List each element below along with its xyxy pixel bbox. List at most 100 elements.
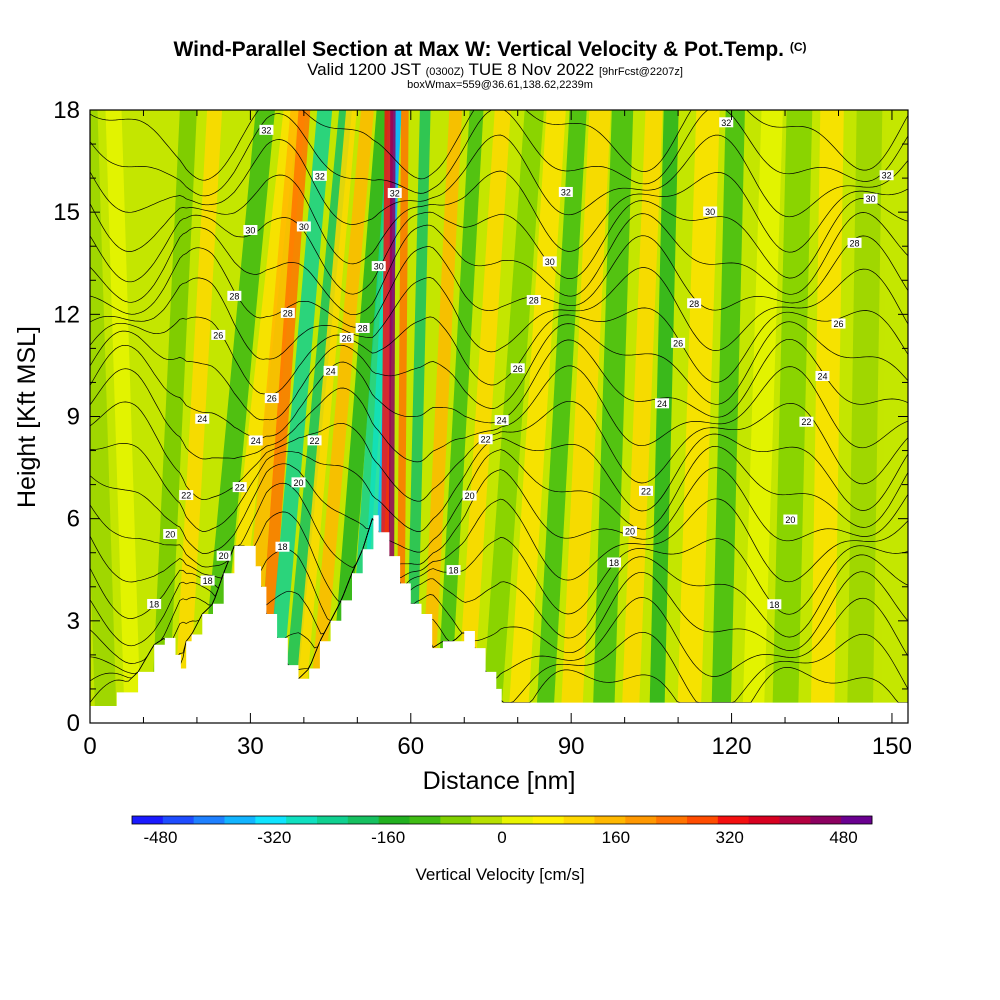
contour-label-bg (831, 318, 846, 329)
contour-label: 28 (229, 291, 239, 301)
theta-contour-line (90, 307, 908, 395)
theta-contour-line (90, 170, 908, 265)
contour-label-bg (211, 329, 226, 340)
contour-label-bg (847, 237, 862, 248)
y-tick-label: 6 (67, 506, 80, 533)
contour-label: 26 (267, 394, 277, 404)
contour-label-bg (216, 550, 231, 561)
contour-label: 18 (277, 542, 287, 552)
velocity-band (772, 110, 813, 723)
theta-contour-line (90, 400, 908, 502)
colorbar-swatch (347, 816, 380, 824)
contour-label-bg (542, 256, 557, 267)
contour-label: 18 (609, 558, 619, 568)
contour-label: 24 (251, 436, 261, 446)
contour-label: 30 (245, 226, 255, 236)
velocity-band (105, 110, 141, 723)
contour-label-bg (526, 295, 541, 306)
contour-label-bg (510, 363, 525, 374)
colorbar-frame (131, 815, 873, 825)
velocity-band (881, 110, 908, 723)
contour-label: 20 (294, 478, 304, 488)
contour-label: 32 (390, 188, 400, 198)
contour-label: 22 (801, 417, 811, 427)
contour-label: 26 (833, 319, 843, 329)
x-tick-label: 30 (237, 733, 264, 760)
colorbar-swatch (656, 816, 688, 824)
velocity-band (677, 110, 720, 723)
contour-label-bg (687, 298, 702, 309)
x-tick-label: 60 (397, 733, 424, 760)
contour-label: 24 (197, 414, 207, 424)
theta-contour-line (90, 235, 908, 328)
contour-label-bg (446, 565, 461, 576)
contour-label: 18 (769, 600, 779, 610)
terrain-mask (90, 515, 908, 723)
theta-contour-line (90, 321, 908, 421)
contour-label-bg (355, 322, 370, 333)
contour-label-bg (622, 526, 637, 537)
colorbar-swatch (563, 816, 595, 824)
colorbar-swatch (594, 816, 626, 824)
contour-label: 20 (785, 515, 795, 525)
contour-label-bg (655, 398, 670, 409)
contour-label: 30 (374, 262, 384, 272)
contour-label-bg (280, 307, 295, 318)
contour-label: 20 (625, 527, 635, 537)
colorbar-swatch (409, 816, 441, 824)
colorbar-swatch (317, 816, 349, 824)
contour-label-bg (264, 393, 279, 404)
contour-label-bg (639, 485, 654, 496)
contour-label-bg (879, 170, 894, 181)
contour-label: 20 (165, 530, 175, 540)
colorbar-swatch (255, 816, 287, 824)
velocity-band (742, 110, 783, 723)
theta-contour-line (90, 433, 908, 532)
contour-label: 30 (299, 222, 309, 232)
y-axis-label: Height [Kft MSL] (13, 326, 41, 508)
y-tick-label: 12 (53, 301, 80, 328)
theta-contour-line (90, 467, 908, 569)
colorbar-swatch (224, 816, 256, 824)
contour-label-bg (703, 206, 718, 217)
theta-contour-line (90, 267, 908, 360)
contour-label: 24 (497, 416, 507, 426)
colorbar-swatch (810, 816, 842, 824)
contour-label-bg (291, 477, 306, 488)
colorbar-swatch (687, 816, 719, 824)
contour-label: 32 (261, 125, 271, 135)
x-tick-label: 90 (558, 733, 585, 760)
velocity-band (621, 110, 663, 723)
velocity-band (810, 110, 844, 723)
contour-label-bg (558, 186, 573, 197)
contour-label: 18 (203, 576, 213, 586)
colorbar-swatch (779, 816, 811, 824)
contour-label: 26 (342, 333, 352, 343)
colorbar-swatch (132, 816, 164, 824)
contour-label: 20 (219, 551, 229, 561)
contour-label: 22 (481, 435, 491, 445)
contour-label: 28 (358, 323, 368, 333)
contour-label-bg (478, 434, 493, 445)
colorbar-swatch (378, 816, 410, 824)
contour-label: 26 (673, 338, 683, 348)
contour-label: 28 (529, 296, 539, 306)
chart-subtitle-2: boxWmax=559@36.61,138.62,2239m (407, 79, 593, 91)
contour-label-bg (195, 413, 210, 424)
theta-contour-line (90, 498, 908, 603)
colorbar-swatch (162, 816, 195, 824)
x-axis-label: Distance [nm] (423, 767, 576, 795)
velocity-band (293, 110, 357, 723)
contour-label-bg (275, 541, 290, 552)
x-tick-label: 0 (83, 733, 96, 760)
chart-subtitle: Valid 1200 JST (0300Z) TUE 8 Nov 2022 [9… (307, 60, 683, 79)
contour-label-bg (671, 337, 686, 348)
velocity-band (847, 110, 883, 723)
contour-label-bg (494, 415, 509, 426)
colorbar-swatch (717, 816, 750, 824)
y-tick-label: 0 (67, 710, 80, 737)
velocity-band (420, 110, 463, 723)
contour-label: 18 (149, 599, 159, 609)
contour-label-bg (606, 557, 621, 568)
